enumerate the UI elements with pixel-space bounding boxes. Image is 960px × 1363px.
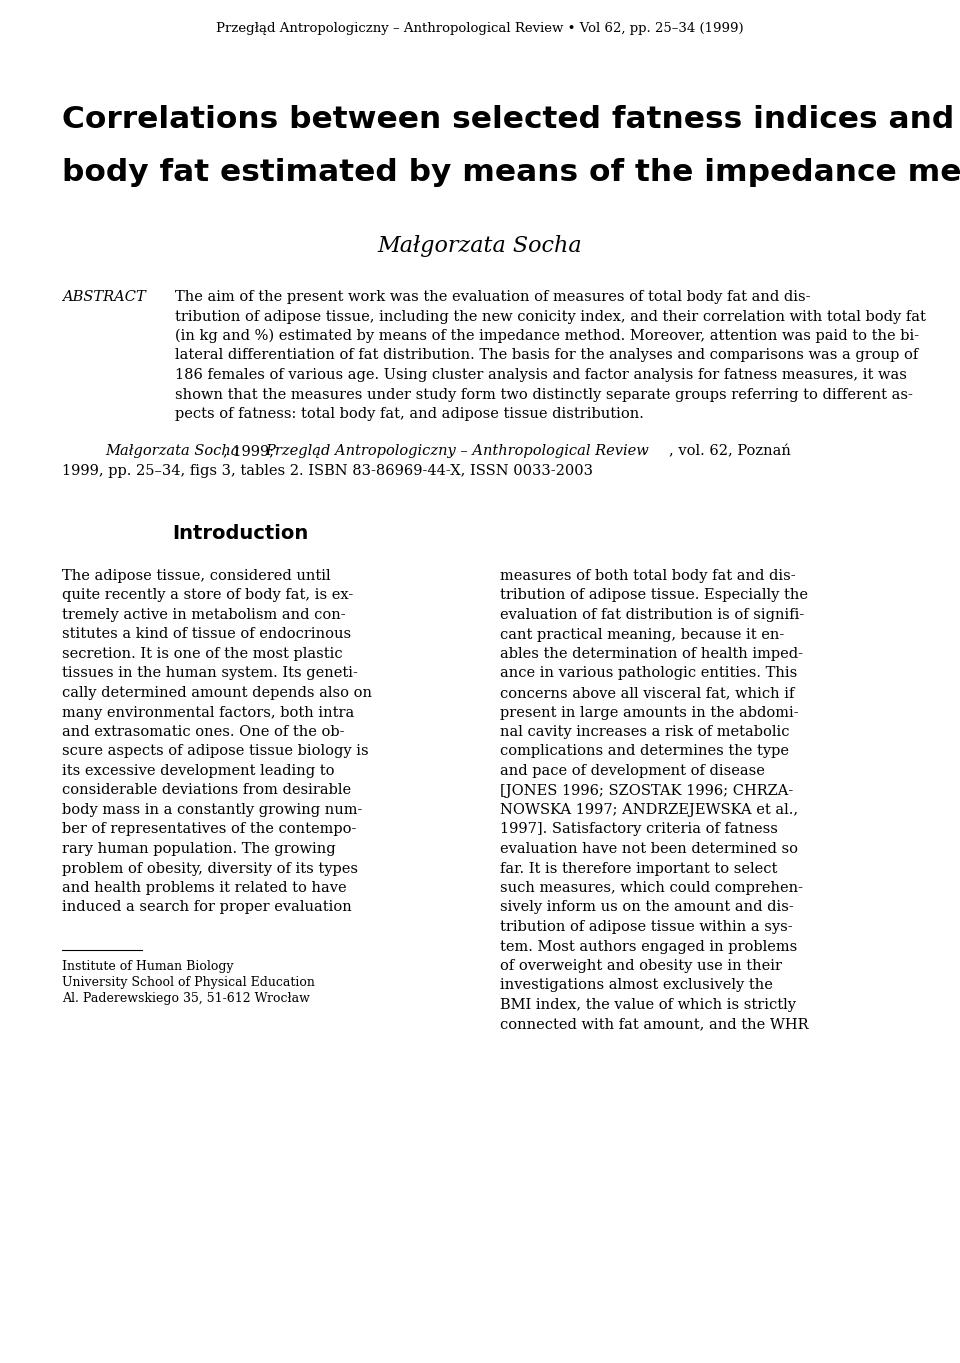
Text: complications and determines the type: complications and determines the type [500,744,789,758]
Text: BMI index, the value of which is strictly: BMI index, the value of which is strictl… [500,998,796,1011]
Text: such measures, which could comprehen-: such measures, which could comprehen- [500,880,803,895]
Text: and health problems it related to have: and health problems it related to have [62,880,347,895]
Text: Przegląd Antropologiczny – Anthropological Review: Przegląd Antropologiczny – Anthropologic… [265,444,649,458]
Text: , 1999;: , 1999; [223,444,278,458]
Text: tremely active in metabolism and con-: tremely active in metabolism and con- [62,608,346,622]
Text: 1999, pp. 25–34, figs 3, tables 2. ISBN 83-86969-44-X, ISSN 0033-2003: 1999, pp. 25–34, figs 3, tables 2. ISBN … [62,463,593,478]
Text: stitutes a kind of tissue of endocrinous: stitutes a kind of tissue of endocrinous [62,627,351,642]
Text: induced a search for proper evaluation: induced a search for proper evaluation [62,901,351,915]
Text: The aim of the present work was the evaluation of measures of total body fat and: The aim of the present work was the eval… [175,290,810,304]
Text: Małgorzata Socha: Małgorzata Socha [105,444,239,458]
Text: sively inform us on the amount and dis-: sively inform us on the amount and dis- [500,901,794,915]
Text: and pace of development of disease: and pace of development of disease [500,765,765,778]
Text: Przegłąd Antropologiczny – Anthropological Review • Vol 62, pp. 25–34 (1999): Przegłąd Antropologiczny – Anthropologic… [216,22,744,35]
Text: tribution of adipose tissue, including the new conicity index, and their correla: tribution of adipose tissue, including t… [175,309,925,323]
Text: present in large amounts in the abdomi-: present in large amounts in the abdomi- [500,706,799,720]
Text: 186 females of various age. Using cluster analysis and factor analysis for fatne: 186 females of various age. Using cluste… [175,368,907,382]
Text: (in kg and %) estimated by means of the impedance method. Moreover, attention wa: (in kg and %) estimated by means of the … [175,328,919,343]
Text: concerns above all visceral fat, which if: concerns above all visceral fat, which i… [500,686,794,701]
Text: 1997]. Satisfactory criteria of fatness: 1997]. Satisfactory criteria of fatness [500,822,778,837]
Text: connected with fat amount, and the WHR: connected with fat amount, and the WHR [500,1018,808,1032]
Text: ABSTRACT: ABSTRACT [62,290,146,304]
Text: Correlations between selected fatness indices and total: Correlations between selected fatness in… [62,105,960,134]
Text: far. It is therefore important to select: far. It is therefore important to select [500,861,778,875]
Text: ber of representatives of the contempo-: ber of representatives of the contempo- [62,822,356,837]
Text: shown that the measures under study form two distinctly separate groups referrin: shown that the measures under study form… [175,387,913,402]
Text: Małgorzata Socha: Małgorzata Socha [377,234,583,258]
Text: tribution of adipose tissue. Especially the: tribution of adipose tissue. Especially … [500,589,808,602]
Text: rary human population. The growing: rary human population. The growing [62,842,336,856]
Text: of overweight and obesity use in their: of overweight and obesity use in their [500,960,782,973]
Text: quite recently a store of body fat, is ex-: quite recently a store of body fat, is e… [62,589,353,602]
Text: ance in various pathologic entities. This: ance in various pathologic entities. Thi… [500,667,797,680]
Text: Introduction: Introduction [172,523,308,542]
Text: Al. Paderewskiego 35, 51-612 Wrocław: Al. Paderewskiego 35, 51-612 Wrocław [62,992,310,1005]
Text: cally determined amount depends also on: cally determined amount depends also on [62,686,372,701]
Text: and extrasomatic ones. One of the ob-: and extrasomatic ones. One of the ob- [62,725,345,739]
Text: , vol. 62, Poznań: , vol. 62, Poznań [669,444,791,458]
Text: tem. Most authors engaged in problems: tem. Most authors engaged in problems [500,939,797,954]
Text: body fat estimated by means of the impedance method: body fat estimated by means of the imped… [62,158,960,187]
Text: evaluation have not been determined so: evaluation have not been determined so [500,842,798,856]
Text: secretion. It is one of the most plastic: secretion. It is one of the most plastic [62,647,343,661]
Text: [JONES 1996; SZOSTAK 1996; CHRZA-: [JONES 1996; SZOSTAK 1996; CHRZA- [500,784,793,797]
Text: evaluation of fat distribution is of signifi-: evaluation of fat distribution is of sig… [500,608,804,622]
Text: measures of both total body fat and dis-: measures of both total body fat and dis- [500,568,796,583]
Text: tissues in the human system. Its geneti-: tissues in the human system. Its geneti- [62,667,358,680]
Text: body mass in a constantly growing num-: body mass in a constantly growing num- [62,803,362,816]
Text: tribution of adipose tissue within a sys-: tribution of adipose tissue within a sys… [500,920,793,934]
Text: The adipose tissue, considered until: The adipose tissue, considered until [62,568,330,583]
Text: pects of fatness: total body fat, and adipose tissue distribution.: pects of fatness: total body fat, and ad… [175,408,644,421]
Text: investigations almost exclusively the: investigations almost exclusively the [500,979,773,992]
Text: lateral differentiation of fat distribution. The basis for the analyses and comp: lateral differentiation of fat distribut… [175,349,919,363]
Text: considerable deviations from desirable: considerable deviations from desirable [62,784,351,797]
Text: ables the determination of health imped-: ables the determination of health imped- [500,647,803,661]
Text: Institute of Human Biology: Institute of Human Biology [62,960,233,973]
Text: scure aspects of adipose tissue biology is: scure aspects of adipose tissue biology … [62,744,369,758]
Text: NOWSKA 1997; ANDRZEJEWSKA et al.,: NOWSKA 1997; ANDRZEJEWSKA et al., [500,803,798,816]
Text: University School of Physical Education: University School of Physical Education [62,976,315,990]
Text: cant practical meaning, because it en-: cant practical meaning, because it en- [500,627,784,642]
Text: nal cavity increases a risk of metabolic: nal cavity increases a risk of metabolic [500,725,789,739]
Text: problem of obesity, diversity of its types: problem of obesity, diversity of its typ… [62,861,358,875]
Text: its excessive development leading to: its excessive development leading to [62,765,334,778]
Text: many environmental factors, both intra: many environmental factors, both intra [62,706,354,720]
